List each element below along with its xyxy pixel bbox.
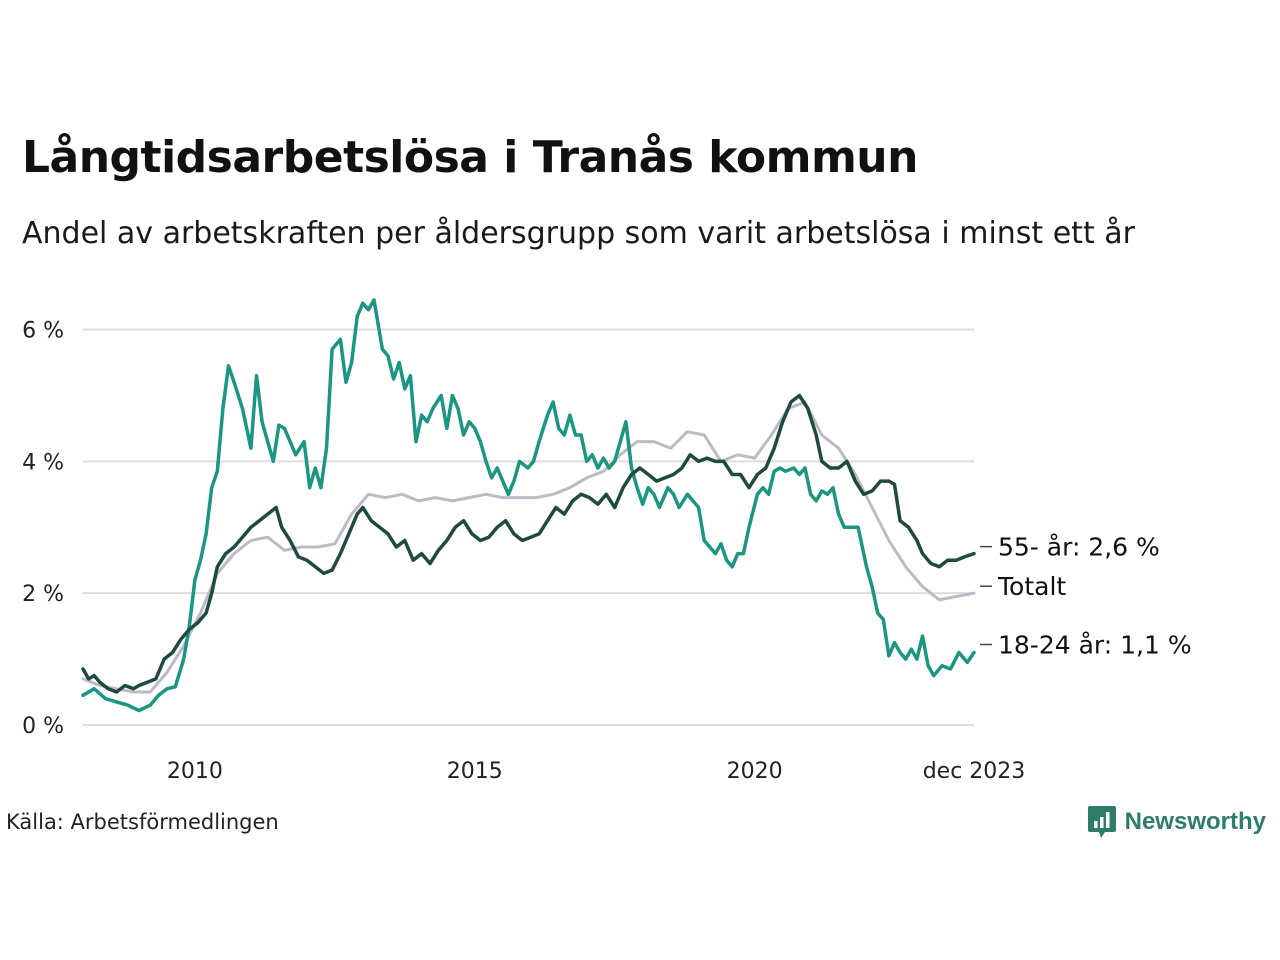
end-labels: 18-24 år: 1,1 % 55- år: 2,6 % Totalt [980, 533, 1192, 660]
x-tick-label: dec 2023 [923, 759, 1026, 784]
y-tick-label: 4 % [22, 450, 64, 475]
x-axis-ticks: 2010 2015 2020 dec 2023 [167, 759, 1025, 784]
y-tick-label: 6 % [22, 319, 64, 344]
y-axis-ticks: 0 % 2 % 4 % 6 % [22, 319, 64, 739]
brand-name: Newsworthy [1124, 808, 1266, 835]
chart-title: Långtidsarbetslösa i Tranås kommun [22, 132, 918, 183]
source-note: Källa: Arbetsförmedlingen [6, 810, 279, 834]
series-line-old [81, 393, 976, 694]
y-tick-label: 2 % [22, 582, 64, 607]
x-tick-label: 2010 [167, 759, 223, 784]
x-tick-label: 2015 [447, 759, 503, 784]
y-tick-label: 0 % [22, 714, 64, 739]
gridlines [83, 328, 974, 726]
brand-logo: Newsworthy [1087, 804, 1266, 840]
x-tick-label: 2020 [727, 759, 783, 784]
end-label-young: 18-24 år: 1,1 % [998, 631, 1192, 660]
end-label-old: 55- år: 2,6 % [998, 533, 1160, 562]
end-label-total: Totalt [997, 572, 1066, 601]
series-lines [81, 298, 976, 713]
newsworthy-logo-icon [1087, 806, 1116, 838]
chart-subtitle: Andel av arbetskraften per åldersgrupp s… [22, 216, 1135, 251]
series-line-total [81, 400, 976, 694]
series-line-young [81, 298, 976, 713]
